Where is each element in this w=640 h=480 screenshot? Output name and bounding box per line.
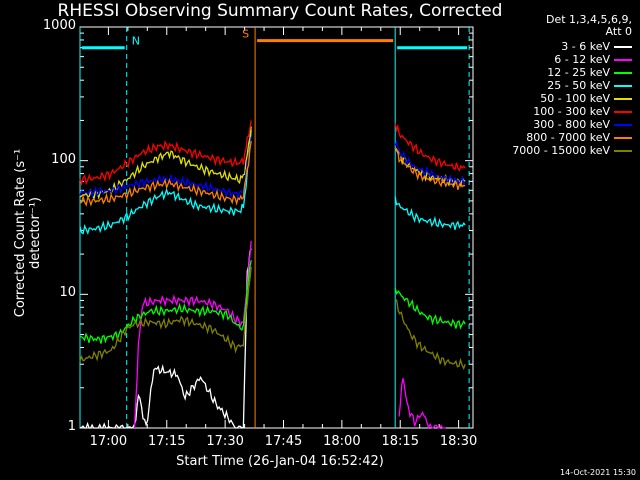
legend-entry: 7000 - 15000 keV — [512, 145, 632, 157]
legend-header: Att 0 — [605, 25, 632, 38]
legend-swatch — [614, 111, 632, 113]
legend-entry: 50 - 100 keV — [540, 93, 632, 105]
legend-header: Det 1,3,4,5,6,9, — [545, 13, 632, 26]
x-tick-label: 17:00 — [89, 434, 128, 449]
legend-label: 100 - 300 keV — [533, 105, 610, 118]
legend-label: 3 - 6 keV — [561, 40, 610, 53]
legend-entry: 6 - 12 keV — [554, 54, 632, 66]
series-line — [79, 129, 252, 236]
plot-frame — [79, 26, 474, 429]
series-line — [394, 123, 466, 172]
series-line — [394, 139, 466, 187]
legend-swatch — [614, 150, 632, 152]
y-tick-label: 1 — [67, 419, 76, 434]
series-line — [79, 266, 252, 362]
legend-swatch — [614, 59, 632, 61]
series-line — [79, 120, 252, 187]
x-tick-label: 17:45 — [264, 434, 303, 449]
legend-entry: 25 - 50 keV — [547, 80, 632, 92]
series-line — [79, 126, 252, 201]
series-line — [133, 241, 252, 429]
legend-label: 300 - 800 keV — [533, 118, 610, 131]
state-bar-label: N — [132, 35, 140, 48]
legend-label: 12 - 25 keV — [547, 66, 610, 79]
series-line — [394, 287, 466, 330]
series-line — [79, 140, 252, 207]
legend-swatch — [614, 137, 632, 139]
legend-label: 7000 - 15000 keV — [512, 144, 610, 157]
legend-entry: 12 - 25 keV — [547, 67, 632, 79]
y-tick-label: 1000 — [42, 18, 76, 33]
chart-title: RHESSI Observing Summary Count Rates, Co… — [57, 1, 503, 21]
legend-swatch — [614, 85, 632, 87]
legend-swatch — [614, 46, 632, 48]
y-tick-label: 100 — [51, 151, 76, 167]
series-line — [394, 196, 466, 230]
y-tick-label: 10 — [59, 285, 76, 301]
legend-swatch — [614, 98, 632, 100]
series-line — [79, 260, 252, 344]
legend-label: 50 - 100 keV — [540, 92, 610, 105]
x-tick-label: 18:00 — [323, 434, 361, 449]
series-line — [79, 248, 252, 429]
x-tick-label: 17:30 — [206, 434, 244, 449]
footer-timestamp: 14-Oct-2021 15:30 — [560, 468, 636, 477]
series-line — [398, 378, 446, 429]
legend-swatch — [614, 72, 632, 74]
legend-entry: 100 - 300 keV — [533, 106, 632, 118]
series-line — [394, 147, 466, 190]
legend-swatch — [614, 124, 632, 126]
legend-entry: 800 - 7000 keV — [526, 132, 632, 144]
x-tick-label: 18:30 — [439, 434, 478, 449]
series-line — [395, 299, 466, 371]
x-tick-label: 18:15 — [381, 434, 419, 449]
legend-label: 800 - 7000 keV — [526, 131, 610, 144]
legend-entry: 3 - 6 keV — [561, 41, 632, 53]
legend-label: 6 - 12 keV — [554, 53, 610, 66]
x-tick-label: 17:15 — [148, 434, 186, 449]
state-bar-label: S — [242, 28, 249, 41]
legend-entry: 300 - 800 keV — [533, 119, 632, 131]
x-axis-label: Start Time (26-Jan-04 16:52:42) — [176, 454, 384, 469]
legend-label: 25 - 50 keV — [547, 79, 610, 92]
series-line — [79, 137, 252, 199]
